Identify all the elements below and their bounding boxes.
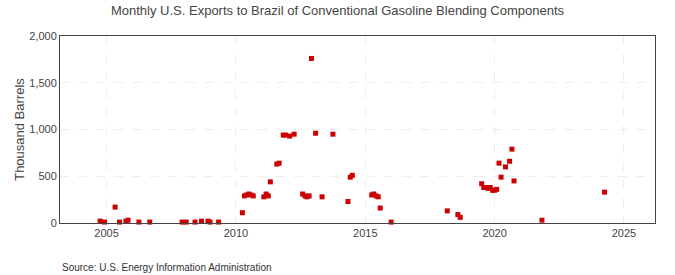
svg-text:2010: 2010 [224,227,248,239]
svg-text:2015: 2015 [353,227,377,239]
svg-text:2,000: 2,000 [29,30,57,42]
svg-text:2020: 2020 [482,227,506,239]
svg-text:1,500: 1,500 [29,77,57,89]
svg-text:2025: 2025 [612,227,636,239]
svg-text:Thousand Barrels: Thousand Barrels [12,78,27,181]
svg-text:500: 500 [38,170,56,182]
svg-text:0: 0 [51,217,57,229]
svg-text:Source: U.S. Energy Informatio: Source: U.S. Energy Information Administ… [62,262,272,273]
svg-text:Monthly U.S. Exports to Brazil: Monthly U.S. Exports to Brazil of Conven… [111,3,565,18]
svg-text:1,000: 1,000 [29,123,57,135]
svg-text:2005: 2005 [94,227,118,239]
